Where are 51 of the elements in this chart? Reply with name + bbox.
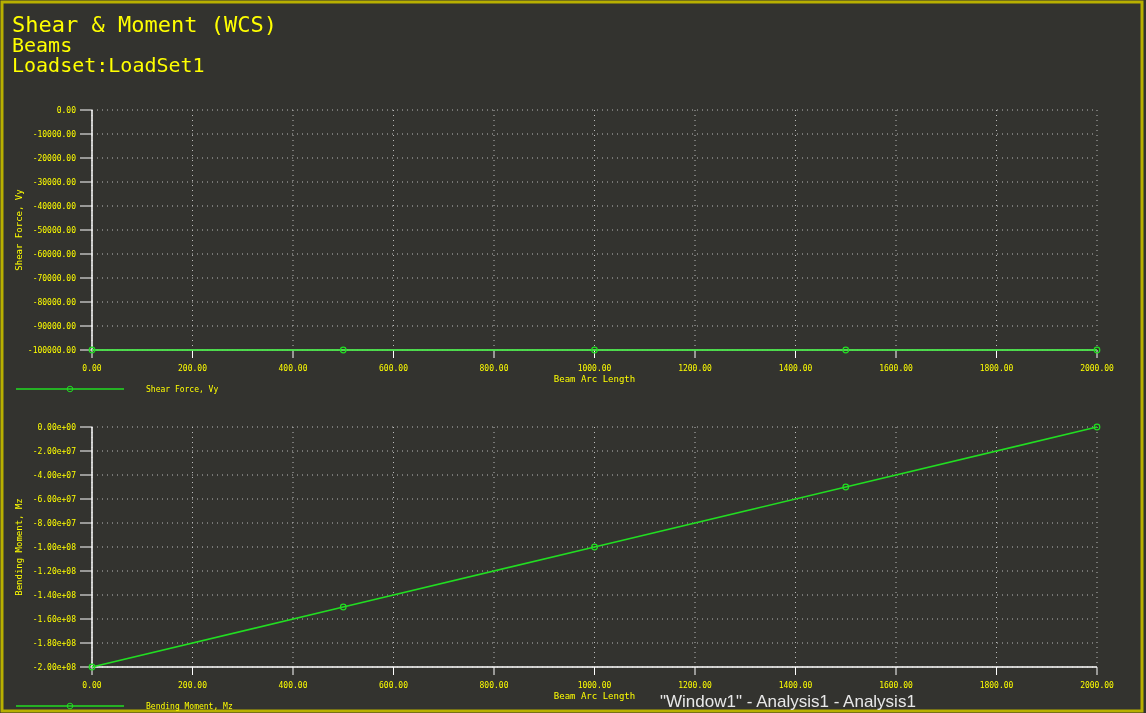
y-tick-label: -10000.00	[32, 129, 77, 139]
y-tick-label: -8.00e+07	[32, 518, 77, 528]
x-tick-label: 1400.00	[778, 364, 813, 373]
y-tick-label: 0.00e+00	[37, 422, 77, 432]
y-tick-label: 0.00	[56, 105, 77, 115]
x-tick-label: 800.00	[479, 681, 509, 690]
y-tick-label: -50000.00	[32, 225, 77, 235]
x-tick-label: 1400.00	[778, 681, 813, 690]
y-tick-label: -100000.00	[27, 345, 77, 355]
y-tick-label: -1.40e+08	[32, 590, 77, 600]
y-tick-label: -60000.00	[32, 249, 77, 259]
x-axis-title: Beam Arc Length	[553, 691, 636, 701]
x-tick-label: 2000.00	[1080, 681, 1115, 690]
y-tick-label: -90000.00	[32, 321, 77, 331]
y-tick-label: -20000.00	[32, 153, 77, 163]
y-tick-label: -1.20e+08	[32, 566, 77, 576]
x-tick-label: 1000.00	[577, 364, 612, 373]
y-tick-label: -6.00e+07	[32, 494, 77, 504]
y-tick-label: -70000.00	[32, 273, 77, 283]
y-tick-label: -4.00e+07	[32, 470, 77, 480]
x-tick-label: 600.00	[379, 681, 409, 690]
x-tick-label: 1200.00	[678, 681, 713, 690]
x-tick-label: 1000.00	[577, 681, 612, 690]
y-tick-label: -40000.00	[32, 201, 77, 211]
y-tick-label: -1.00e+08	[32, 542, 77, 552]
x-tick-label: 400.00	[278, 364, 308, 373]
x-tick-label: 600.00	[379, 364, 409, 373]
y-axis-title: Bending Moment, Mz	[14, 498, 24, 596]
text: Bending Moment, Mz	[146, 701, 233, 711]
x-axis-title: Beam Arc Length	[553, 374, 636, 384]
y-axis-title: Shear Force, Vy	[14, 188, 24, 271]
x-tick-label: 1200.00	[678, 364, 713, 373]
x-tick-label: 1800.00	[979, 681, 1014, 690]
x-tick-label: 0.00	[82, 681, 102, 690]
x-tick-label: 1600.00	[879, 364, 914, 373]
y-tick-label: -2.00e+08	[32, 662, 77, 672]
text: "Window1" - Analysis1 - Analysis1	[660, 692, 916, 711]
y-tick-label: -30000.00	[32, 177, 77, 187]
x-tick-label: 0.00	[82, 364, 102, 373]
y-tick-label: -1.80e+08	[32, 638, 77, 648]
y-tick-label: -80000.00	[32, 297, 77, 307]
text: Shear Force, Vy	[146, 384, 219, 394]
x-tick-label: 1800.00	[979, 364, 1014, 373]
x-tick-label: 200.00	[178, 364, 208, 373]
y-tick-label: -1.60e+08	[32, 614, 77, 624]
x-tick-label: 1600.00	[879, 681, 914, 690]
y-tick-label: -2.00e+07	[32, 446, 77, 456]
x-tick-label: 200.00	[178, 681, 208, 690]
x-tick-label: 400.00	[278, 681, 308, 690]
x-tick-label: 800.00	[479, 364, 509, 373]
x-tick-label: 2000.00	[1080, 364, 1115, 373]
